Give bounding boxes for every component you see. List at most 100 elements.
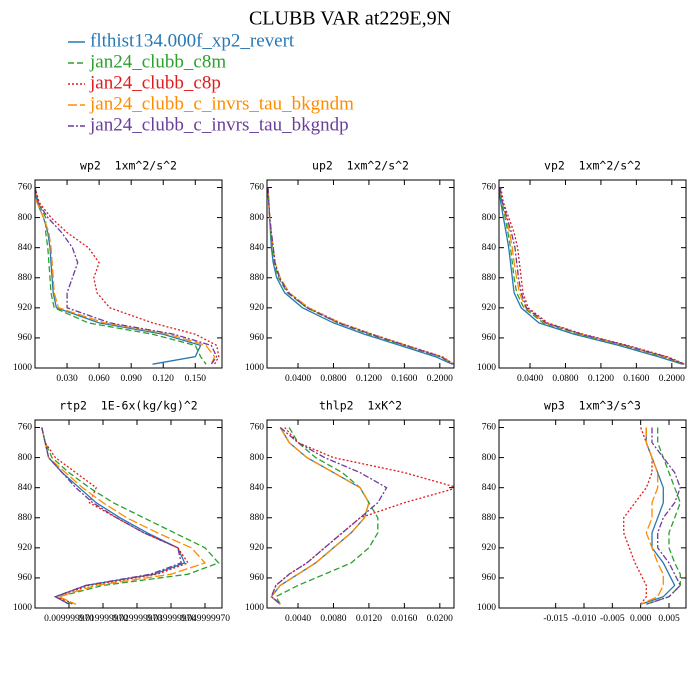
y-tick-label: 920 (250, 303, 265, 313)
y-tick-label: 1000 (477, 603, 496, 613)
x-tick-label: 0.0080 (320, 614, 346, 624)
y-tick-label: 880 (18, 513, 33, 523)
y-tick-label: 880 (250, 273, 265, 283)
y-tick-label: 840 (250, 483, 265, 493)
x-tick-label: 0.2000 (427, 374, 453, 384)
y-tick-label: 1000 (13, 363, 32, 373)
plot-frame (498, 179, 687, 369)
series-line (623, 427, 653, 605)
x-tick-label: 0.039999970 (146, 614, 196, 624)
series-line (35, 187, 220, 365)
series-line (640, 427, 676, 605)
x-tick-label: 0.1200 (588, 374, 614, 384)
panel-title: thlp2 1xK^2 (319, 399, 402, 413)
y-tick-label: 760 (482, 183, 497, 193)
series-line (270, 427, 370, 605)
y-tick-label: 840 (482, 483, 497, 493)
y-tick-label: 960 (250, 333, 265, 343)
x-tick-label: 0.120 (153, 374, 175, 384)
x-tick-label: -0.005 (600, 614, 625, 624)
series-line (41, 427, 190, 605)
series-line (267, 187, 454, 365)
panel-title: rtp2 1E-6x(kg/kg)^2 (59, 399, 197, 413)
series-line (499, 187, 685, 365)
series-line (41, 427, 182, 605)
y-tick-label: 880 (482, 513, 497, 523)
y-tick-label: 960 (482, 333, 497, 343)
series-line (41, 427, 207, 605)
plot-frame (266, 419, 455, 609)
series-line (267, 187, 454, 365)
x-tick-label: 0.060 (88, 374, 110, 384)
y-tick-label: 840 (482, 243, 497, 253)
panel-title: up2 1xm^2/s^2 (312, 159, 409, 173)
x-tick-label: 0.030 (56, 374, 78, 384)
series-line (499, 187, 685, 365)
y-tick-label: 1000 (13, 603, 32, 613)
y-tick-label: 760 (250, 423, 265, 433)
x-tick-label: 0.000 (630, 614, 652, 624)
series-line (270, 427, 370, 605)
y-tick-label: 880 (250, 513, 265, 523)
series-line (267, 187, 454, 365)
y-tick-label: 1000 (245, 363, 264, 373)
y-tick-label: 920 (482, 543, 497, 553)
y-tick-label: 960 (250, 573, 265, 583)
series-line (499, 187, 683, 365)
x-tick-label: 0.0400 (517, 374, 543, 384)
series-line (35, 187, 216, 365)
x-tick-label: 0.0800 (320, 374, 346, 384)
y-tick-label: 800 (18, 213, 33, 223)
x-tick-label: -0.015 (543, 614, 568, 624)
x-tick-label: 0.005 (658, 614, 680, 624)
panel-title: wp3 1xm^3/s^3 (544, 399, 641, 413)
x-tick-label: 0.090 (120, 374, 142, 384)
x-tick-label: 0.0200 (427, 614, 453, 624)
y-tick-label: 880 (18, 273, 33, 283)
y-tick-label: 1000 (477, 363, 496, 373)
y-tick-label: 960 (482, 573, 497, 583)
series-line (267, 187, 453, 365)
legend-label: jan24_clubb_c8m (89, 51, 226, 72)
series-line (35, 187, 207, 365)
series-line (640, 427, 664, 605)
series-line (267, 187, 454, 365)
y-tick-label: 840 (18, 243, 33, 253)
legend-label: jan24_clubb_c_invrs_tau_bkgndm (89, 93, 354, 114)
y-tick-label: 960 (18, 333, 33, 343)
y-tick-label: 920 (482, 303, 497, 313)
y-tick-label: 960 (18, 573, 33, 583)
series-line (499, 187, 685, 365)
series-line (646, 427, 682, 605)
plot-frame (34, 179, 223, 369)
legend-label: jan24_clubb_c8p (89, 72, 221, 93)
panel-title: wp2 1xm^2/s^2 (80, 159, 177, 173)
x-tick-label: 0.1200 (356, 374, 382, 384)
y-tick-label: 760 (18, 423, 33, 433)
y-tick-label: 800 (250, 453, 265, 463)
y-tick-label: 880 (482, 273, 497, 283)
x-tick-label: 0.150 (185, 374, 207, 384)
y-tick-label: 800 (250, 213, 265, 223)
legend-label: jan24_clubb_c_invrs_tau_bkgndp (89, 114, 349, 135)
legend-label: flthist134.000f_xp2_revert (90, 30, 295, 51)
y-tick-label: 800 (482, 453, 497, 463)
series-line (35, 187, 202, 365)
y-tick-label: 1000 (245, 603, 264, 613)
x-tick-label: 0.049999970 (180, 614, 230, 624)
x-tick-label: 0.0400 (285, 374, 311, 384)
y-tick-label: 760 (250, 183, 265, 193)
x-tick-label: 0.0120 (356, 614, 382, 624)
x-tick-label: 0.0040 (285, 614, 311, 624)
plot-frame (266, 179, 455, 369)
plot-frame (34, 419, 223, 609)
x-tick-label: -0.010 (572, 614, 597, 624)
y-tick-label: 760 (482, 423, 497, 433)
series-line (270, 427, 388, 605)
y-tick-label: 840 (250, 243, 265, 253)
plot-frame (498, 419, 687, 609)
x-tick-label: 0.019999970 (78, 614, 128, 624)
panel-title: vp2 1xm^2/s^2 (544, 159, 641, 173)
series-line (274, 427, 379, 605)
